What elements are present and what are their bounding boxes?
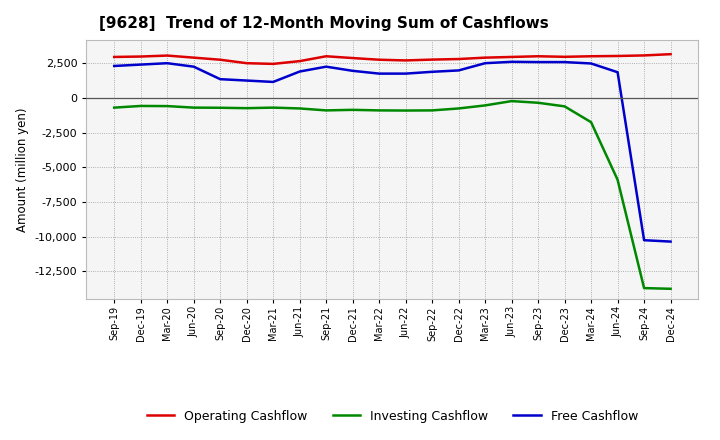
Free Cashflow [322, 64, 330, 70]
Free Cashflow [481, 61, 490, 66]
Operating Cashflow [454, 56, 463, 62]
Operating Cashflow [587, 54, 595, 59]
Investing Cashflow [401, 108, 410, 113]
Line: Free Cashflow: Free Cashflow [114, 62, 670, 242]
Free Cashflow [163, 61, 171, 66]
Free Cashflow [269, 79, 277, 84]
Investing Cashflow [640, 286, 649, 291]
Operating Cashflow [666, 51, 675, 57]
Free Cashflow [375, 71, 384, 76]
Investing Cashflow [428, 108, 436, 113]
Free Cashflow [216, 77, 225, 82]
Free Cashflow [666, 239, 675, 244]
Investing Cashflow [481, 103, 490, 108]
Investing Cashflow [587, 120, 595, 125]
Investing Cashflow [613, 177, 622, 183]
Investing Cashflow [243, 106, 251, 111]
Free Cashflow [534, 59, 542, 65]
Free Cashflow [640, 238, 649, 243]
Operating Cashflow [640, 53, 649, 58]
Operating Cashflow [136, 54, 145, 59]
Investing Cashflow [534, 100, 542, 106]
Investing Cashflow [322, 108, 330, 113]
Operating Cashflow [481, 55, 490, 60]
Investing Cashflow [110, 105, 119, 110]
Investing Cashflow [269, 105, 277, 110]
Investing Cashflow [560, 104, 569, 109]
Investing Cashflow [189, 105, 198, 110]
Free Cashflow [613, 70, 622, 75]
Operating Cashflow [375, 57, 384, 62]
Y-axis label: Amount (million yen): Amount (million yen) [16, 107, 30, 231]
Text: [9628]  Trend of 12-Month Moving Sum of Cashflows: [9628] Trend of 12-Month Moving Sum of C… [99, 16, 549, 32]
Free Cashflow [508, 59, 516, 64]
Investing Cashflow [375, 108, 384, 113]
Free Cashflow [189, 64, 198, 70]
Investing Cashflow [216, 105, 225, 110]
Operating Cashflow [295, 59, 304, 64]
Free Cashflow [110, 63, 119, 69]
Operating Cashflow [163, 53, 171, 58]
Investing Cashflow [163, 103, 171, 109]
Operating Cashflow [428, 57, 436, 62]
Investing Cashflow [136, 103, 145, 109]
Operating Cashflow [560, 54, 569, 59]
Operating Cashflow [269, 61, 277, 66]
Investing Cashflow [454, 106, 463, 111]
Operating Cashflow [216, 57, 225, 62]
Free Cashflow [295, 69, 304, 74]
Free Cashflow [428, 69, 436, 74]
Line: Operating Cashflow: Operating Cashflow [114, 54, 670, 64]
Free Cashflow [560, 59, 569, 65]
Operating Cashflow [189, 55, 198, 60]
Free Cashflow [243, 78, 251, 83]
Line: Investing Cashflow: Investing Cashflow [114, 101, 670, 289]
Operating Cashflow [508, 54, 516, 59]
Operating Cashflow [613, 53, 622, 59]
Operating Cashflow [348, 55, 357, 61]
Free Cashflow [454, 68, 463, 73]
Investing Cashflow [295, 106, 304, 111]
Investing Cashflow [666, 286, 675, 291]
Investing Cashflow [348, 107, 357, 113]
Operating Cashflow [110, 54, 119, 59]
Investing Cashflow [508, 99, 516, 104]
Operating Cashflow [401, 58, 410, 63]
Free Cashflow [401, 71, 410, 76]
Legend: Operating Cashflow, Investing Cashflow, Free Cashflow: Operating Cashflow, Investing Cashflow, … [142, 405, 643, 428]
Operating Cashflow [534, 54, 542, 59]
Free Cashflow [136, 62, 145, 67]
Operating Cashflow [243, 61, 251, 66]
Free Cashflow [587, 61, 595, 66]
Operating Cashflow [322, 54, 330, 59]
Free Cashflow [348, 68, 357, 73]
